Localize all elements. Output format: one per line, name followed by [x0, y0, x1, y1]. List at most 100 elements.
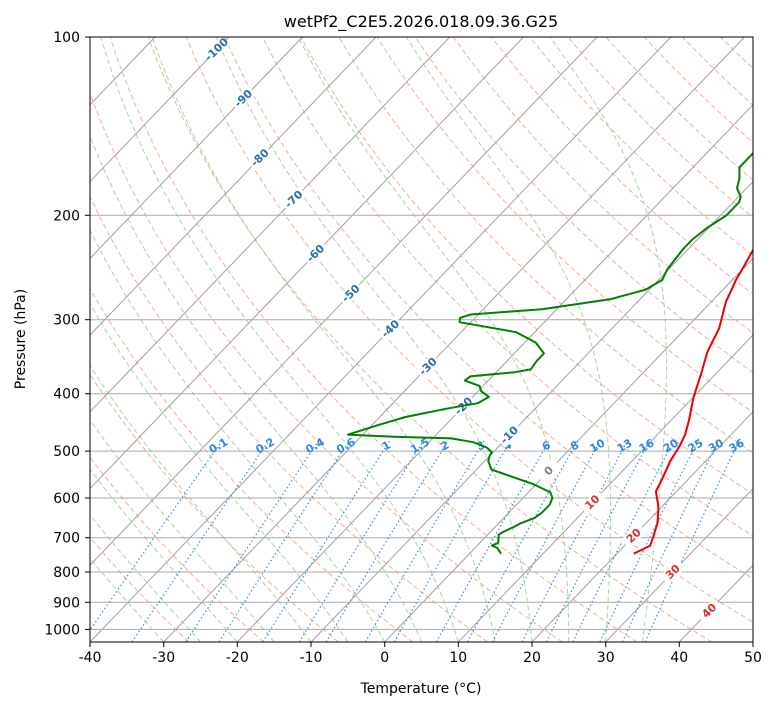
- dry-adiabat: [147, 37, 712, 642]
- x-tick-label: 40: [670, 650, 688, 666]
- mixing-ratio-line: [298, 440, 424, 642]
- isotherm-label-bg: [496, 422, 523, 448]
- x-tick-label: -40: [79, 650, 102, 666]
- moist-adiabat: [215, 37, 533, 642]
- moist-adiabat: [90, 419, 275, 642]
- isotherm: [163, 37, 745, 642]
- mixing-ratio-label: 0.4: [303, 435, 327, 456]
- mixing-ratio-line: [90, 440, 223, 632]
- dry-adiabat: [759, 37, 775, 642]
- isotherm-label-bg: [415, 353, 441, 380]
- y-tick-label: 800: [53, 565, 80, 581]
- mixing-ratio-line: [491, 440, 601, 642]
- dry-adiabat: [720, 37, 753, 69]
- mixing-ratio-line: [218, 440, 350, 642]
- dry-adiabat: [605, 37, 753, 181]
- x-tick-label: 0: [380, 650, 389, 666]
- mixing-ratio-label: 0.1: [207, 435, 230, 456]
- x-axis-label: Temperature (°C): [360, 681, 482, 697]
- x-tick-label: 20: [523, 650, 541, 666]
- mixing-ratio-label: 10: [588, 436, 608, 455]
- x-tick-label: 10: [449, 650, 467, 666]
- temperature-line: [633, 248, 753, 555]
- isotherm: [90, 37, 672, 642]
- mixing-ratio-line: [131, 440, 270, 642]
- moist-adiabat: [90, 364, 312, 642]
- dry-adiabat: [491, 37, 753, 295]
- dry-adiabat: [681, 37, 753, 106]
- mixing-ratio-line: [572, 440, 675, 642]
- isotherm: [457, 334, 753, 642]
- x-tick-label: 50: [744, 650, 762, 666]
- x-tick-label: -30: [152, 650, 175, 666]
- mixing-ratio-line: [466, 440, 579, 642]
- isotherm: [236, 104, 753, 642]
- isotherm: [90, 37, 524, 490]
- isotherm-label-bg: [230, 85, 257, 112]
- moist-adiabat: [405, 37, 612, 642]
- mixing-ratio-line: [644, 440, 740, 642]
- y-tick-label: 200: [53, 208, 80, 224]
- y-tick-label: 300: [53, 313, 80, 329]
- y-tick-label: 1000: [44, 622, 80, 638]
- mixing-ratio-label: 30: [706, 436, 726, 455]
- y-tick-label: 400: [53, 387, 80, 403]
- dry-adiabat: [90, 91, 563, 642]
- isotherm: [384, 257, 753, 642]
- moist-adiabat: [90, 557, 165, 642]
- x-tick-label: 30: [597, 650, 615, 666]
- y-axis-label: Pressure (hPa): [13, 289, 29, 389]
- warm-isotherm-label-bg: [536, 458, 562, 484]
- dry-adiabat: [414, 37, 753, 374]
- warm-isotherm-label-bg: [696, 598, 723, 624]
- isotherm-label-bg: [281, 186, 307, 213]
- isotherm: [0, 37, 8, 642]
- isotherm-label-bg: [377, 316, 404, 342]
- plot-frame: [89, 36, 754, 643]
- dry-adiabat: [90, 287, 414, 642]
- moist-adiabat: [90, 229, 386, 642]
- mixing-ratio-line: [521, 440, 629, 642]
- mixing-ratio-line: [435, 440, 550, 642]
- moist-adiabat: [90, 134, 422, 642]
- moist-adiabat: [90, 514, 201, 642]
- warm-isotherm-label-bg: [659, 559, 686, 585]
- isotherm: [605, 487, 753, 642]
- isotherm-label-bg: [203, 37, 230, 63]
- y-tick-label: 100: [53, 30, 80, 46]
- isotherm-label-bg: [247, 145, 273, 171]
- dry-adiabat: [90, 195, 488, 642]
- isotherm-label-bg: [302, 240, 329, 267]
- mixing-ratio-line: [185, 440, 320, 642]
- background-grid: [0, 37, 775, 642]
- mixing-ratio-line: [364, 440, 485, 642]
- dry-adiabat: [185, 37, 753, 623]
- isotherm: [90, 37, 377, 336]
- isotherm: [310, 180, 753, 642]
- y-tick-label: 500: [53, 444, 80, 460]
- isotherm: [90, 37, 451, 413]
- mixing-ratio-line: [599, 440, 699, 642]
- y-tick-label: 700: [53, 531, 80, 547]
- isotherm: [90, 37, 230, 183]
- dry-adiabat: [452, 37, 753, 334]
- axes: -40 -30 -20 -10 0 10 20 30 40 50 100 200 300 400 500 60…: [44, 30, 762, 666]
- x-tick-label: -20: [226, 650, 249, 666]
- profile-series: [347, 151, 753, 555]
- mixing-ratio-line: [325, 440, 449, 642]
- dry-adiabat: [567, 37, 753, 219]
- warm-isotherm-label-bg: [579, 489, 606, 515]
- y-tick-label: 600: [53, 491, 80, 507]
- chart-title: wetPf2_C2E5.2026.018.09.36.G25: [284, 12, 558, 32]
- isotherm: [752, 641, 753, 642]
- mixing-ratio-label: 36: [727, 436, 747, 455]
- dry-adiabat: [376, 37, 753, 413]
- dry-adiabat: [338, 37, 753, 454]
- moist-adiabat: [90, 303, 349, 642]
- dry-adiabat: [90, 536, 190, 642]
- mixing-ratio-label: 0.2: [254, 435, 277, 456]
- moist-adiabat: [297, 37, 570, 642]
- dry-adiabat: [109, 37, 638, 642]
- dewpoint-line: [347, 151, 753, 555]
